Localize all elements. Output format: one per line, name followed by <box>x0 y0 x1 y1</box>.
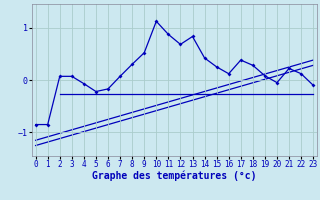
X-axis label: Graphe des températures (°c): Graphe des températures (°c) <box>92 171 257 181</box>
